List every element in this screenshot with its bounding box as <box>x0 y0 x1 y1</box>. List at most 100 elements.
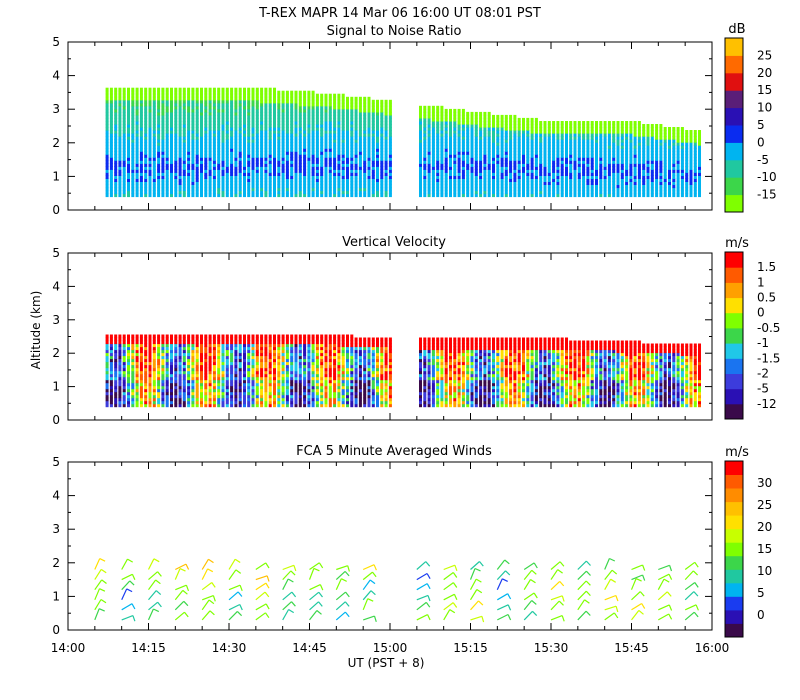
heatmap-cell <box>217 376 221 381</box>
heatmap-cell <box>637 145 641 149</box>
heatmap-cell <box>625 169 629 173</box>
heatmap-cell <box>457 114 461 119</box>
heatmap-cell <box>419 151 422 155</box>
heatmap-cell <box>139 148 143 152</box>
heatmap-cell <box>122 145 126 149</box>
heatmap-cell <box>427 136 431 140</box>
heatmap-cell <box>436 127 440 131</box>
heatmap-cell <box>483 172 487 176</box>
heatmap-cell <box>328 193 332 198</box>
heatmap-cell <box>539 154 543 158</box>
heatmap-cell <box>277 148 281 152</box>
heatmap-cell <box>118 99 122 104</box>
heatmap-cell <box>161 364 165 369</box>
heatmap-cell <box>522 193 525 198</box>
heatmap-cell <box>320 169 324 173</box>
heatmap-cell <box>509 151 513 155</box>
heatmap-cell <box>161 127 165 131</box>
heatmap-cell <box>157 394 161 399</box>
heatmap-cell <box>234 157 238 161</box>
heatmap-cell <box>590 166 594 170</box>
heatmap-cell <box>470 190 474 195</box>
heatmap-cell <box>217 127 221 131</box>
heatmap-cell <box>517 154 521 158</box>
heatmap-cell <box>444 127 448 131</box>
heatmap-cell <box>204 169 208 173</box>
heatmap-cell <box>560 145 564 149</box>
heatmap-cell <box>539 130 543 134</box>
heatmap-cell <box>474 172 478 176</box>
heatmap-cell <box>586 193 590 198</box>
heatmap-cell <box>474 111 478 116</box>
heatmap-cell <box>290 117 294 122</box>
heatmap-cell <box>530 139 534 143</box>
heatmap-cell <box>298 108 302 113</box>
heatmap-cell <box>144 172 148 176</box>
heatmap-cell <box>195 361 199 366</box>
heatmap-cell <box>560 172 564 176</box>
heatmap-cell <box>659 169 663 173</box>
heatmap-cell <box>212 142 216 146</box>
heatmap-cell <box>565 169 568 173</box>
heatmap-cell <box>260 111 264 116</box>
heatmap-cell <box>350 108 354 113</box>
heatmap-cell <box>380 187 384 192</box>
heatmap-cell <box>444 111 448 116</box>
heatmap-cell <box>388 190 392 195</box>
heatmap-cell <box>676 190 680 195</box>
heatmap-cell <box>380 130 384 134</box>
heatmap-cell <box>603 139 607 143</box>
heatmap-cell <box>496 175 500 179</box>
heatmap-cell <box>109 142 113 146</box>
heatmap-cell <box>358 151 362 155</box>
heatmap-cell <box>238 87 242 92</box>
heatmap-cell <box>315 111 319 116</box>
heatmap-cell <box>200 121 203 125</box>
heatmap-cell <box>144 403 148 408</box>
heatmap-cell <box>273 133 276 137</box>
heatmap-cell <box>281 111 285 116</box>
heatmap-cell <box>547 187 551 192</box>
heatmap-cell <box>534 130 538 134</box>
heatmap-cell <box>637 142 641 146</box>
heatmap-cell <box>607 121 611 125</box>
heatmap-cell <box>668 184 671 189</box>
heatmap-cell <box>461 151 465 155</box>
heatmap-cell <box>127 376 130 381</box>
heatmap-cell <box>255 90 259 95</box>
heatmap-cell <box>457 139 461 143</box>
heatmap-cell <box>109 93 113 98</box>
heatmap-cell <box>371 187 375 192</box>
heatmap-cell <box>105 397 109 402</box>
heatmap-cell <box>157 90 161 95</box>
heatmap-cell <box>569 145 573 149</box>
heatmap-cell <box>298 157 302 161</box>
heatmap-cell <box>689 193 693 198</box>
heatmap-cell <box>230 181 234 185</box>
heatmap-cell <box>285 90 289 95</box>
heatmap-cell <box>509 184 513 189</box>
heatmap-cell <box>178 340 182 345</box>
heatmap-cell <box>251 394 255 399</box>
heatmap-cell <box>230 136 234 140</box>
heatmap-cell <box>298 90 302 95</box>
heatmap-cell <box>346 136 349 140</box>
heatmap-cell <box>629 151 633 155</box>
heatmap-cell <box>135 124 139 128</box>
heatmap-cell <box>204 124 208 128</box>
heatmap-cell <box>221 343 225 348</box>
heatmap-cell <box>427 178 431 182</box>
heatmap-cell <box>307 111 311 116</box>
heatmap-cell <box>526 142 530 146</box>
heatmap-cell <box>152 352 156 357</box>
heatmap-cell <box>225 190 229 195</box>
heatmap-cell <box>466 136 470 140</box>
heatmap-cell <box>440 193 444 198</box>
heatmap-cell <box>195 160 199 164</box>
heatmap-cell <box>122 343 126 348</box>
heatmap-cell <box>105 391 109 396</box>
heatmap-cell <box>354 124 358 128</box>
heatmap-cell <box>109 178 113 182</box>
heatmap-cell <box>668 181 671 185</box>
heatmap-cell <box>139 172 143 176</box>
